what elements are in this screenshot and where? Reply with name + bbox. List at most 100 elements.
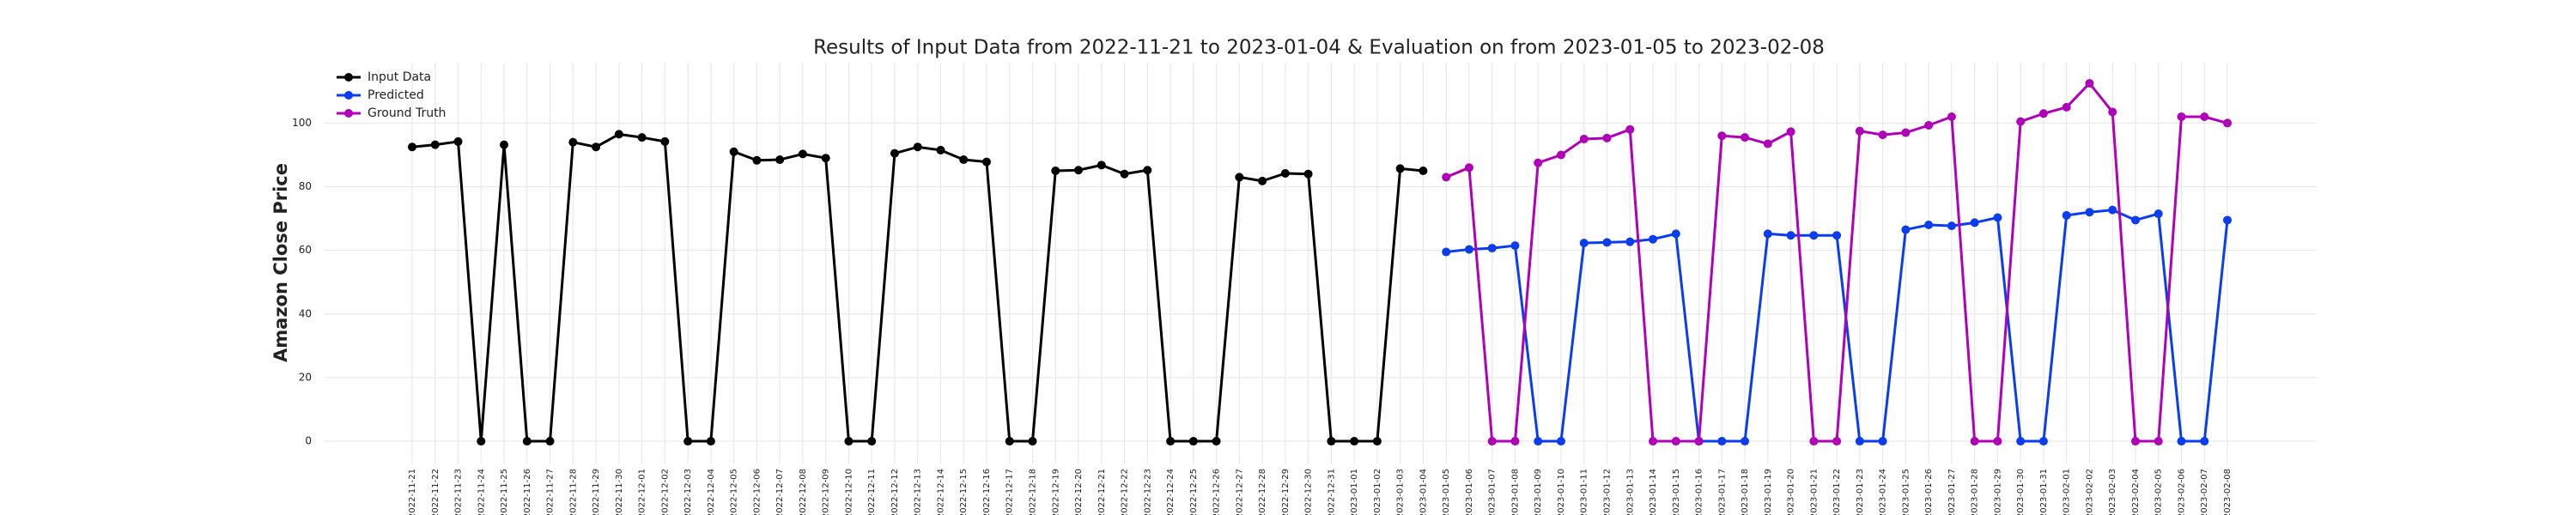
y-tick-label: 60 (299, 244, 312, 256)
data-point (683, 437, 693, 446)
y-axis-label: Amazon Close Price (270, 163, 291, 362)
x-tick-label: 2022-12-01 (638, 469, 647, 515)
data-point (568, 137, 578, 147)
x-tick-label: 2023-01-31 (2039, 469, 2049, 515)
data-point (430, 140, 440, 149)
data-point (500, 140, 509, 149)
x-tick-label: 2022-12-17 (1005, 469, 1015, 515)
data-point (1235, 173, 1244, 182)
data-point (2038, 437, 2048, 446)
data-point (1694, 437, 1704, 446)
data-point (752, 155, 762, 165)
x-tick-label: 2022-11-25 (500, 469, 509, 515)
data-point (2130, 215, 2140, 225)
x-tick-label: 2023-01-08 (1510, 469, 1520, 515)
data-point (1671, 229, 1680, 239)
x-tick-label: 2022-12-26 (1212, 469, 1222, 515)
data-point (1649, 437, 1658, 446)
x-tick-label: 2023-02-03 (2108, 469, 2117, 515)
x-tick-label: 2022-12-11 (867, 469, 877, 515)
data-point (1074, 166, 1084, 175)
x-tick-label: 2022-12-04 (707, 469, 716, 515)
data-point (1005, 437, 1014, 446)
data-point (1395, 164, 1405, 173)
data-point (1327, 437, 1336, 446)
data-point (821, 154, 830, 163)
data-point (1350, 437, 1359, 446)
data-point (1534, 158, 1543, 167)
legend-label: Predicted (368, 88, 424, 102)
x-tick-label: 2023-02-05 (2154, 469, 2164, 515)
data-point (706, 437, 715, 446)
x-tick-label: 2022-12-19 (1051, 469, 1060, 515)
y-tick-label: 40 (299, 307, 312, 319)
data-point (844, 437, 854, 446)
data-point (1786, 127, 1795, 136)
data-point (1924, 121, 1934, 130)
data-point (798, 149, 807, 159)
x-tick-label: 2023-02-06 (2177, 469, 2186, 515)
data-point (2062, 102, 2071, 112)
x-tick-label: 2023-01-10 (1557, 469, 1566, 515)
data-point (1855, 126, 1864, 136)
data-point (1280, 168, 1290, 178)
data-point (1212, 437, 1221, 446)
x-tick-label: 2023-01-30 (2016, 469, 2026, 515)
x-tick-label: 2023-01-09 (1534, 469, 1543, 515)
data-point (1649, 234, 1658, 244)
data-point (1741, 133, 1750, 142)
data-point (1763, 229, 1772, 239)
data-point (637, 133, 647, 142)
data-point (1970, 218, 1979, 227)
x-tick-label: 2023-01-29 (1993, 469, 2002, 515)
data-point (2223, 118, 2232, 128)
x-tick-label: 2022-12-05 (730, 469, 739, 515)
y-tick-label: 0 (305, 435, 312, 447)
data-point (2200, 437, 2209, 446)
x-tick-label: 2023-01-24 (1879, 469, 1888, 515)
data-point (775, 155, 785, 165)
data-point (1534, 437, 1543, 446)
x-tick-label: 2023-01-11 (1580, 469, 1589, 515)
data-point (1970, 437, 1979, 446)
data-point (1258, 176, 1267, 185)
x-tick-label: 2022-11-24 (477, 469, 486, 515)
x-tick-label: 2022-12-08 (799, 469, 808, 515)
data-point (2154, 437, 2163, 446)
x-tick-label: 2022-12-30 (1304, 469, 1314, 515)
x-tick-label: 2022-12-13 (914, 469, 923, 515)
data-point (1372, 437, 1382, 446)
data-point (1464, 245, 1473, 254)
data-point (1717, 437, 1727, 446)
data-point (2038, 109, 2048, 118)
x-tick-label: 2022-12-22 (1121, 469, 1130, 515)
data-point (2177, 112, 2186, 122)
data-point (2223, 215, 2232, 225)
legend-label: Input Data (368, 70, 431, 84)
x-tick-label: 2023-01-06 (1465, 469, 1474, 515)
x-tick-label: 2022-11-23 (454, 469, 464, 515)
data-point (1602, 133, 1612, 142)
data-point (545, 437, 555, 446)
x-tick-label: 2022-12-28 (1258, 469, 1267, 515)
data-point (729, 147, 738, 156)
data-point (2016, 437, 2026, 446)
data-point (1786, 231, 1795, 240)
x-tick-label: 2022-12-27 (1235, 469, 1244, 515)
x-tick-label: 2023-01-15 (1672, 469, 1681, 515)
x-tick-label: 2022-12-02 (660, 469, 670, 515)
x-tick-label: 2023-01-26 (1924, 469, 1934, 515)
x-tick-label: 2022-12-15 (959, 469, 969, 515)
x-tick-label: 2023-02-01 (2063, 469, 2072, 515)
x-tick-label: 2023-02-07 (2200, 469, 2209, 515)
legend-marker (344, 109, 353, 118)
data-point (2085, 208, 2094, 217)
data-point (1120, 169, 1129, 179)
x-tick-label: 2022-12-23 (1143, 469, 1152, 515)
x-tick-label: 2022-12-06 (752, 469, 762, 515)
data-point (1993, 437, 2002, 446)
x-tick-label: 2023-01-12 (1602, 469, 1612, 515)
x-tick-label: 2022-11-22 (431, 469, 440, 515)
data-point (1143, 166, 1152, 175)
